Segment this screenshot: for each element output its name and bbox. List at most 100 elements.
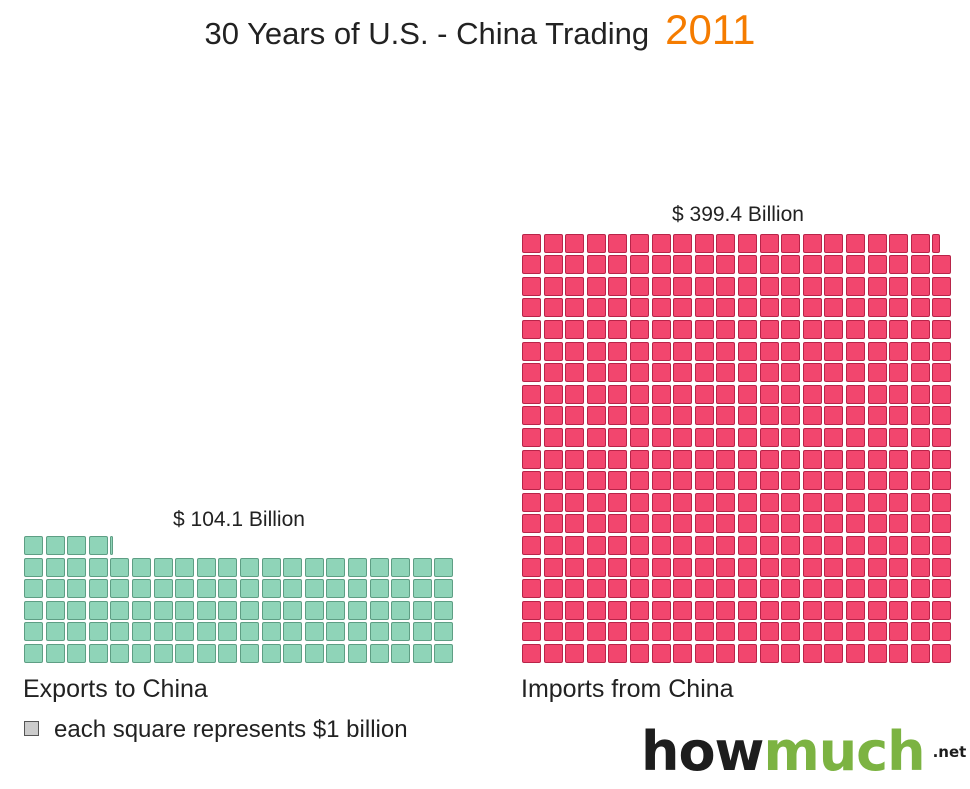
imports-square xyxy=(522,406,541,426)
imports-square xyxy=(608,600,628,620)
imports-square xyxy=(673,363,693,383)
exports-square xyxy=(391,557,411,577)
imports-square xyxy=(586,535,606,555)
imports-square xyxy=(651,427,671,447)
imports-square xyxy=(673,622,693,642)
exports-square xyxy=(240,557,259,577)
imports-square xyxy=(824,643,844,663)
imports-square xyxy=(608,276,628,296)
imports-square xyxy=(738,579,757,599)
imports-square xyxy=(673,255,693,275)
imports-square xyxy=(694,406,714,426)
imports-square xyxy=(846,341,865,361)
imports-square xyxy=(716,427,736,447)
imports-square xyxy=(824,514,844,534)
exports-square xyxy=(391,644,411,663)
imports-square xyxy=(694,298,714,318)
imports-square xyxy=(910,471,930,491)
imports-square xyxy=(630,384,649,404)
imports-square xyxy=(673,579,693,599)
year-label: 2011 xyxy=(665,6,756,53)
exports-square xyxy=(434,600,454,620)
imports-square xyxy=(522,492,541,512)
exports-square xyxy=(67,557,87,577)
exports-waffle xyxy=(24,536,454,663)
imports-square xyxy=(781,622,801,642)
imports-square xyxy=(694,255,714,275)
imports-square xyxy=(910,298,930,318)
imports-square xyxy=(824,622,844,642)
imports-square xyxy=(694,341,714,361)
imports-square xyxy=(630,341,649,361)
imports-square xyxy=(867,255,887,275)
imports-square xyxy=(910,427,930,447)
imports-square xyxy=(824,557,844,577)
exports-square xyxy=(218,622,238,642)
imports-square xyxy=(543,535,563,555)
exports-square xyxy=(261,579,281,599)
exports-square xyxy=(434,579,454,599)
imports-square xyxy=(608,643,628,663)
imports-square xyxy=(543,514,563,534)
imports-square xyxy=(651,643,671,663)
imports-square xyxy=(586,622,606,642)
imports-square xyxy=(738,341,757,361)
imports-square xyxy=(694,384,714,404)
exports-square xyxy=(412,579,432,599)
exports-square xyxy=(218,644,238,663)
imports-square xyxy=(867,622,887,642)
exports-square xyxy=(369,622,389,642)
imports-value-label: $ 399.4 Billion xyxy=(672,203,804,226)
exports-square xyxy=(24,557,43,577)
imports-square xyxy=(694,579,714,599)
imports-square xyxy=(846,298,865,318)
exports-square xyxy=(196,644,216,663)
imports-square xyxy=(867,557,887,577)
imports-square xyxy=(608,319,628,339)
exports-square xyxy=(88,536,108,555)
exports-square xyxy=(412,557,432,577)
exports-square xyxy=(326,600,346,620)
imports-square xyxy=(781,427,801,447)
exports-square xyxy=(67,600,87,620)
exports-square xyxy=(175,600,195,620)
imports-square xyxy=(824,384,844,404)
exports-square xyxy=(132,600,151,620)
imports-square xyxy=(716,363,736,383)
imports-square xyxy=(543,600,563,620)
imports-square xyxy=(867,384,887,404)
imports-square xyxy=(586,579,606,599)
imports-square xyxy=(910,600,930,620)
imports-square xyxy=(759,427,779,447)
imports-square xyxy=(759,363,779,383)
imports-square xyxy=(651,600,671,620)
imports-square xyxy=(565,600,585,620)
imports-square xyxy=(586,363,606,383)
imports-square xyxy=(543,298,563,318)
imports-square xyxy=(738,406,757,426)
imports-square xyxy=(651,384,671,404)
imports-square xyxy=(565,449,585,469)
imports-square xyxy=(565,514,585,534)
imports-square xyxy=(824,341,844,361)
imports-square xyxy=(932,233,940,253)
imports-square xyxy=(759,276,779,296)
imports-square xyxy=(586,449,606,469)
exports-square xyxy=(261,557,281,577)
imports-square xyxy=(824,449,844,469)
imports-square xyxy=(565,384,585,404)
exports-square xyxy=(175,644,195,663)
imports-square xyxy=(630,276,649,296)
exports-square xyxy=(261,622,281,642)
imports-square xyxy=(867,298,887,318)
imports-square xyxy=(738,298,757,318)
imports-square xyxy=(889,384,909,404)
imports-square xyxy=(694,622,714,642)
imports-square xyxy=(802,600,822,620)
imports-square xyxy=(846,622,865,642)
imports-square xyxy=(673,406,693,426)
imports-square xyxy=(651,579,671,599)
imports-square xyxy=(608,298,628,318)
imports-square xyxy=(630,492,649,512)
exports-square xyxy=(240,579,259,599)
